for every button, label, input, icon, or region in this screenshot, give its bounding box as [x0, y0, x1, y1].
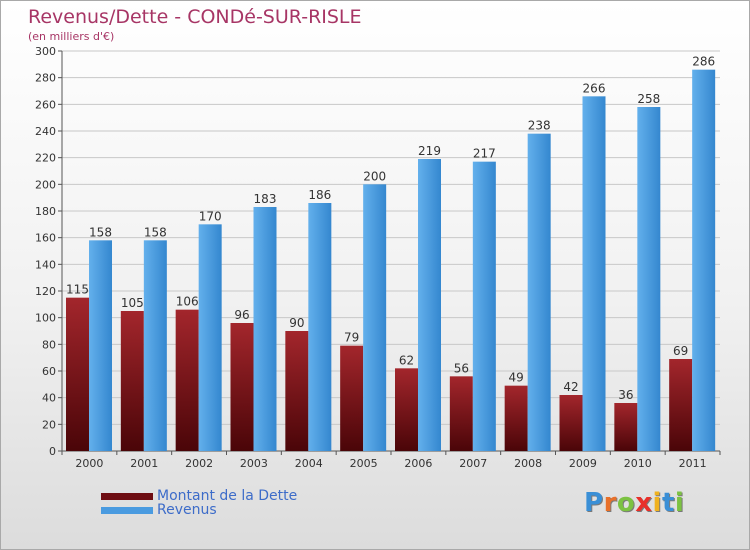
data-label: 158	[144, 225, 167, 239]
bar-dette	[614, 403, 638, 451]
data-label: 49	[509, 371, 524, 385]
bar-revenus	[692, 69, 716, 452]
logo-letter: i	[674, 488, 685, 518]
bar-dette	[395, 368, 418, 451]
x-tick-label: 2003	[240, 457, 268, 470]
bar-dette	[66, 297, 89, 451]
y-tick-label: 200	[35, 178, 56, 191]
x-tick-label: 2000	[75, 457, 103, 470]
legend-swatch-dette	[101, 492, 153, 500]
data-label: 96	[234, 308, 249, 322]
x-tick-label: 2001	[130, 457, 158, 470]
data-label: 69	[673, 344, 688, 358]
y-tick-label: 240	[35, 125, 56, 138]
data-label: 36	[618, 388, 633, 402]
bar-revenus	[637, 107, 661, 451]
y-tick-label: 160	[35, 232, 56, 245]
y-tick-label: 0	[49, 445, 56, 458]
data-label: 105	[121, 296, 144, 310]
bar-dette	[175, 309, 199, 451]
data-label: 42	[563, 380, 578, 394]
data-label: 56	[454, 361, 469, 375]
x-tick-label: 2011	[679, 457, 707, 470]
chart-title: Revenus/Dette - CONDé-SUR-RISLE	[28, 6, 362, 28]
bar-revenus	[582, 96, 606, 451]
y-tick-label: 100	[35, 312, 56, 325]
legend-item-revenus: Revenus	[101, 502, 217, 518]
bar-dette	[230, 323, 254, 451]
y-tick-label: 40	[42, 392, 56, 405]
bar-revenus	[472, 161, 496, 451]
bar-dette	[504, 385, 528, 451]
logo-letter: P	[584, 488, 604, 518]
y-tick-label: 260	[35, 98, 56, 111]
x-tick-label: 2009	[569, 457, 597, 470]
x-tick-label: 2002	[185, 457, 213, 470]
data-label: 200	[363, 169, 386, 183]
data-label: 219	[418, 144, 441, 158]
legend-label-dette: Montant de la Dette	[157, 488, 298, 504]
bar-revenus	[143, 240, 167, 451]
legend-label-revenus: Revenus	[157, 502, 217, 518]
logo-letter: i	[652, 488, 662, 518]
y-tick-label: 220	[35, 152, 56, 165]
bar-revenus	[89, 240, 112, 451]
bar-dette	[559, 395, 583, 451]
y-tick-label: 120	[35, 285, 56, 298]
bar-revenus	[418, 159, 441, 451]
data-label: 79	[344, 331, 359, 345]
y-tick-label: 300	[35, 45, 56, 58]
data-label: 183	[254, 192, 277, 206]
data-label: 106	[176, 295, 199, 309]
bar-revenus	[253, 207, 277, 451]
data-label: 186	[308, 188, 331, 202]
bar-revenus	[308, 203, 332, 451]
data-label: 90	[289, 316, 304, 330]
logo-letter: x	[635, 488, 653, 518]
data-label: 258	[637, 92, 660, 106]
bar-revenus	[363, 184, 387, 452]
legend-swatch-revenus	[101, 506, 153, 514]
data-label: 115	[66, 283, 89, 297]
y-tick-label: 280	[35, 72, 56, 85]
x-tick-label: 2010	[624, 457, 652, 470]
proxiti-logo: Proxiti	[584, 488, 684, 518]
bar-revenus	[527, 133, 551, 451]
y-tick-label: 140	[35, 258, 56, 271]
data-label: 238	[528, 119, 551, 133]
legend-item-dette: Montant de la Dette	[101, 488, 298, 504]
logo-letter: r	[603, 488, 617, 518]
x-tick-label: 2007	[459, 457, 487, 470]
x-tick-label: 2005	[350, 457, 378, 470]
x-tick-label: 2006	[404, 457, 432, 470]
bar-dette	[669, 359, 693, 451]
data-label: 170	[199, 209, 222, 223]
x-tick-label: 2008	[514, 457, 542, 470]
bar-revenus	[198, 224, 222, 451]
data-label: 62	[399, 353, 414, 367]
bar-dette	[285, 331, 309, 451]
y-tick-label: 80	[42, 338, 56, 351]
y-tick-label: 180	[35, 205, 56, 218]
data-label: 286	[692, 55, 715, 69]
bar-dette	[449, 376, 473, 451]
y-tick-label: 60	[42, 365, 56, 378]
y-tick-label: 20	[42, 418, 56, 431]
logo-letter: o	[616, 488, 636, 518]
data-label: 217	[473, 147, 496, 161]
data-label: 158	[89, 225, 112, 239]
data-label: 266	[583, 81, 606, 95]
bar-dette	[340, 345, 364, 451]
chart-subtitle: (en milliers d'€)	[28, 30, 115, 43]
bar-dette	[120, 311, 144, 451]
x-tick-label: 2004	[295, 457, 323, 470]
logo-letter: t	[661, 488, 675, 518]
